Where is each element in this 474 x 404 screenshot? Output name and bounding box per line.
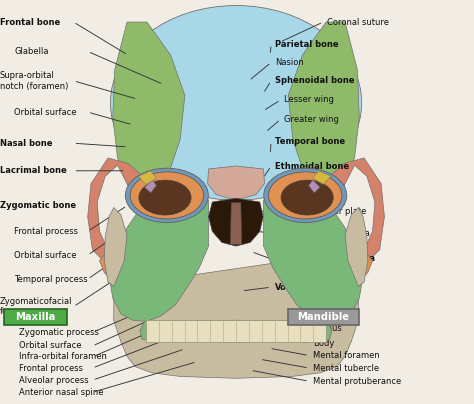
Bar — [146, 320, 326, 342]
Polygon shape — [208, 166, 264, 200]
Ellipse shape — [110, 6, 362, 200]
Polygon shape — [145, 180, 156, 193]
Text: Temporal process: Temporal process — [14, 275, 88, 284]
Text: Perpendicular plate: Perpendicular plate — [284, 207, 367, 216]
Text: Lesser wing: Lesser wing — [284, 95, 334, 104]
Polygon shape — [264, 187, 363, 321]
Text: Frontal process: Frontal process — [19, 364, 83, 372]
Polygon shape — [109, 187, 209, 321]
Polygon shape — [114, 253, 358, 378]
Text: Infra-orbital foramen: Infra-orbital foramen — [19, 352, 107, 362]
FancyBboxPatch shape — [4, 309, 67, 325]
Polygon shape — [288, 22, 359, 191]
Text: Lacrimal bone: Lacrimal bone — [0, 166, 67, 175]
Text: Frontal process: Frontal process — [14, 227, 78, 236]
Text: Body: Body — [313, 339, 334, 348]
Text: Alveolar process: Alveolar process — [19, 376, 89, 385]
Polygon shape — [230, 203, 242, 244]
Text: Nasion: Nasion — [275, 58, 304, 67]
Text: Greater wing: Greater wing — [284, 115, 339, 124]
Text: Temporal bone: Temporal bone — [275, 137, 345, 146]
Ellipse shape — [268, 172, 342, 219]
Text: Nasal bone: Nasal bone — [0, 139, 53, 148]
Text: Orbital surface: Orbital surface — [14, 107, 77, 116]
Ellipse shape — [130, 172, 203, 219]
Text: Maxilla: Maxilla — [15, 312, 56, 322]
Polygon shape — [88, 158, 151, 261]
Text: Mental tubercle: Mental tubercle — [313, 364, 379, 372]
Text: Zygomatic bone: Zygomatic bone — [0, 201, 76, 210]
Polygon shape — [100, 222, 171, 287]
Polygon shape — [140, 320, 332, 342]
Text: Middle nasal concha: Middle nasal concha — [284, 229, 370, 238]
Text: Orbital surface: Orbital surface — [14, 251, 77, 260]
Polygon shape — [138, 171, 156, 184]
Text: Orbital plate: Orbital plate — [284, 185, 337, 194]
Text: Zygomatic process: Zygomatic process — [19, 328, 99, 337]
FancyBboxPatch shape — [288, 309, 359, 325]
Ellipse shape — [125, 168, 208, 223]
Polygon shape — [345, 208, 368, 286]
Text: Orbital surface: Orbital surface — [19, 341, 82, 351]
Ellipse shape — [139, 180, 191, 215]
Text: Ramus: Ramus — [313, 324, 342, 333]
Polygon shape — [209, 198, 263, 246]
Text: Ethmoidal bone: Ethmoidal bone — [275, 162, 349, 170]
Text: Vomer: Vomer — [275, 283, 305, 292]
Ellipse shape — [264, 168, 346, 223]
Text: Supra-orbital
notch (foramen): Supra-orbital notch (foramen) — [0, 71, 68, 90]
Text: Mental protuberance: Mental protuberance — [313, 377, 401, 386]
Polygon shape — [313, 171, 331, 184]
Text: Inferior nasal concha: Inferior nasal concha — [275, 255, 375, 263]
Text: Parietal bone: Parietal bone — [275, 40, 338, 48]
Text: Mental foramen: Mental foramen — [313, 351, 380, 360]
Text: Mandible: Mandible — [298, 312, 349, 322]
Text: Sphenoidal bone: Sphenoidal bone — [275, 76, 355, 85]
Text: Anterior nasal spine: Anterior nasal spine — [19, 388, 103, 397]
Text: Frontal bone: Frontal bone — [0, 17, 60, 27]
Polygon shape — [113, 22, 185, 191]
Text: Glabella: Glabella — [14, 47, 49, 56]
Polygon shape — [321, 158, 384, 261]
Ellipse shape — [281, 180, 333, 215]
Text: Coronal suture: Coronal suture — [327, 17, 389, 27]
Polygon shape — [309, 180, 320, 193]
Text: Zygomaticofacial
foramen: Zygomaticofacial foramen — [0, 297, 73, 316]
Polygon shape — [301, 222, 373, 287]
Polygon shape — [104, 208, 127, 286]
